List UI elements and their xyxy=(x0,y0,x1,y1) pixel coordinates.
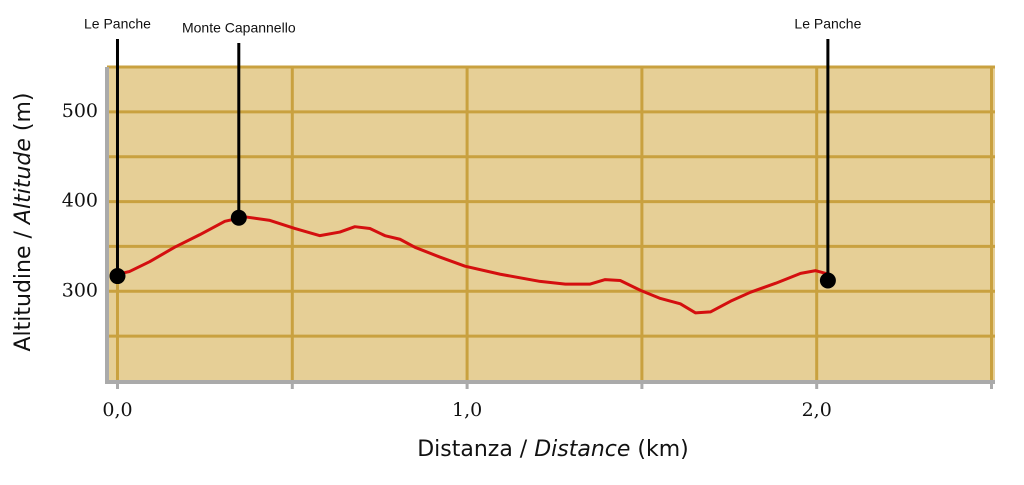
point-marker xyxy=(109,268,126,285)
plot-area xyxy=(107,67,995,381)
x-tick-label: 1,0 xyxy=(452,399,482,421)
y-axis-label: Altitudine / Altitude (m) xyxy=(11,92,36,351)
point-label: Le Panche xyxy=(84,16,151,32)
point-marker xyxy=(230,209,247,226)
x-label-part: (km) xyxy=(630,437,688,462)
x-label-part: Distanza / xyxy=(417,437,534,462)
x-label-part: Distance xyxy=(534,437,630,462)
point-marker xyxy=(819,272,836,289)
x-tick-label: 0,0 xyxy=(102,399,132,421)
y-label-part: Altitudine / xyxy=(11,224,36,351)
y-tick-label: 300 xyxy=(62,279,98,301)
y-tick-label: 400 xyxy=(62,190,98,212)
y-label-part: Altitude xyxy=(11,138,36,226)
point-label: Monte Capannello xyxy=(182,20,296,36)
x-tick-label: 2,0 xyxy=(802,399,832,421)
point-label: Le Panche xyxy=(794,16,861,32)
x-axis-label: Distanza / Distance (km) xyxy=(417,437,689,462)
y-label-part: (m) xyxy=(11,92,36,138)
y-tick-label: 500 xyxy=(62,100,98,122)
